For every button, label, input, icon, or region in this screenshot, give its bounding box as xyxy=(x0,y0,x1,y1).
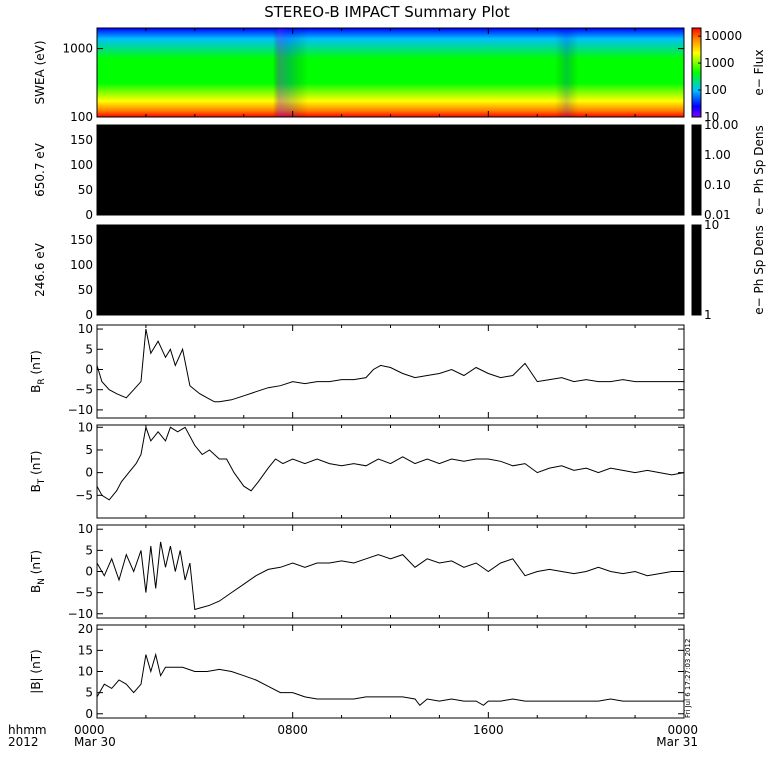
bmag-series-line xyxy=(96,652,684,707)
br-ylabel-unit: (nT) xyxy=(29,350,43,378)
bt-ylabel-unit: (nT) xyxy=(29,451,43,479)
swea-spectrogram-overlay xyxy=(97,28,684,117)
ph-650-colorbar xyxy=(691,124,702,216)
bn-ylabel: BN (nT) xyxy=(29,550,47,593)
panel-bt: BT (nT) −5 0 5 10 xyxy=(29,420,685,519)
bmag-ytick-label: 5 xyxy=(85,686,93,700)
panel-bmag: |B| (nT) 0 5 10 15 20 xyxy=(29,622,685,721)
time-tick-label: 0000 xyxy=(667,723,698,737)
bt-ylabel-base: B xyxy=(29,484,43,492)
br-ytick-label: −5 xyxy=(75,383,93,397)
bmag-ylabel-unit: (nT) xyxy=(29,649,43,677)
panel-ph-650: 0.01 0.10 1.00 10.00 e− Ph Sp Dens 650.7 eV 0 5… xyxy=(33,118,766,222)
time-tick-label: Mar 30 xyxy=(74,735,116,749)
bn-bg xyxy=(97,525,684,618)
bn-ylabel-unit: (nT) xyxy=(29,550,43,578)
panel-ph-246: 1 10 e− Ph Sp Dens 246.6 eV 0 50 100 150 xyxy=(33,218,766,322)
br-ylabel: BR (nT) xyxy=(29,350,47,393)
bn-ytick-label: 5 xyxy=(85,543,93,557)
bt-ytick-label: −5 xyxy=(75,488,93,502)
br-ylabel-sub: R xyxy=(37,378,47,384)
ph-650-cbar-label: 1.00 xyxy=(704,148,731,162)
timestamp: Fri Jul 6 17:27:03 2012 xyxy=(684,639,692,718)
ph-246-cbar-label: 1 xyxy=(704,308,712,322)
swea-colorbar xyxy=(691,27,702,118)
swea-cbar-label: 1000 xyxy=(704,56,735,70)
swea-ylabel: SWEA (eV) xyxy=(33,40,47,104)
bn-ylabel-sub: N xyxy=(37,578,47,585)
swea-cbar-title: e− Flux xyxy=(752,49,766,95)
bmag-ytick-label: 0 xyxy=(85,707,93,721)
ph-246-ytick-label: 150 xyxy=(70,233,93,247)
bmag-ytick-label: 20 xyxy=(78,622,93,636)
ph-246-cbar-label: 10 xyxy=(704,218,719,232)
bmag-ytick-label: 10 xyxy=(78,665,93,679)
br-ytick-label: 0 xyxy=(85,362,93,376)
time-tick-label: 1600 xyxy=(473,723,504,737)
bmag-ylabel: |B| (nT) xyxy=(29,649,43,693)
ph-246-ylabel: 246.6 eV xyxy=(33,242,47,297)
ph-650-ytick-label: 100 xyxy=(70,158,93,172)
time-axis-title-line: 2012 xyxy=(8,735,39,749)
bmag-ylabel-base: |B| xyxy=(29,677,43,693)
bn-ytick-label: −5 xyxy=(75,586,93,600)
ph-650-ytick-label: 150 xyxy=(70,133,93,147)
swea-cbar-label: 10000 xyxy=(704,29,742,43)
ph-650-ytick-label: 50 xyxy=(78,183,93,197)
br-ytick-label: 10 xyxy=(78,322,93,336)
panel-swea: 10 100 1000 10000 e− Flux SWEA (eV) 100 1000 xyxy=(33,27,766,124)
ph-650-ytick-label: 0 xyxy=(85,208,93,222)
bt-ytick-label: 5 xyxy=(85,443,93,457)
swea-cbar-label: 100 xyxy=(704,83,727,97)
plot-title: STEREO-B IMPACT Summary Plot xyxy=(264,3,510,21)
time-tick-label: 0000 xyxy=(74,723,105,737)
bt-bg xyxy=(97,425,684,518)
ph-650-spectrogram xyxy=(97,125,684,215)
bt-ylabel-sub: T xyxy=(37,478,47,485)
bmag-ytick-label: 15 xyxy=(78,643,93,657)
swea-cbar-label: 10 xyxy=(704,110,719,124)
bmag-bg xyxy=(97,625,684,718)
swea-ytick-label: 1000 xyxy=(62,42,93,56)
ph-246-ytick-label: 100 xyxy=(70,258,93,272)
ph-650-ylabel: 650.7 eV xyxy=(33,142,47,197)
ph-650-cbar-label: 0.10 xyxy=(704,178,731,192)
swea-ytick-label: 100 xyxy=(70,110,93,124)
bn-ytick-label: 10 xyxy=(78,522,93,536)
ph-650-cbar-label: 10.00 xyxy=(704,118,738,132)
br-ytick-label: 5 xyxy=(85,342,93,356)
bt-ylabel: BT (nT) xyxy=(29,451,47,493)
time-axis-title-line: hhmm xyxy=(8,723,47,737)
bn-ytick-label: −10 xyxy=(68,607,93,621)
ph-246-ytick-label: 0 xyxy=(85,308,93,322)
bt-ytick-label: 10 xyxy=(78,420,93,434)
time-tick-label: 0800 xyxy=(277,723,308,737)
ph-246-colorbar xyxy=(691,224,702,316)
br-ylabel-base: B xyxy=(29,385,43,393)
time-tick-label: Mar 31 xyxy=(656,735,698,749)
bn-ylabel-base: B xyxy=(29,585,43,593)
ph-246-ytick-label: 50 xyxy=(78,283,93,297)
br-series-line xyxy=(96,328,684,403)
bn-series-line xyxy=(96,541,684,611)
panel-br: BR (nT) −10 −5 0 5 10 xyxy=(29,322,685,419)
bt-ytick-label: 0 xyxy=(85,466,93,480)
ph-650-cbar-title: e− Ph Sp Dens xyxy=(752,125,766,214)
ph-650-cbar-label: 0.01 xyxy=(704,208,731,222)
ph-246-spectrogram xyxy=(97,225,684,315)
br-ytick-label: −10 xyxy=(68,403,93,417)
br-bg xyxy=(97,325,684,418)
bt-series-line xyxy=(96,425,685,501)
ph-246-cbar-title: e− Ph Sp Dens xyxy=(752,225,766,314)
panel-bn: BN (nT) −10 −5 0 5 10 xyxy=(29,522,685,621)
bn-ytick-label: 0 xyxy=(85,565,93,579)
